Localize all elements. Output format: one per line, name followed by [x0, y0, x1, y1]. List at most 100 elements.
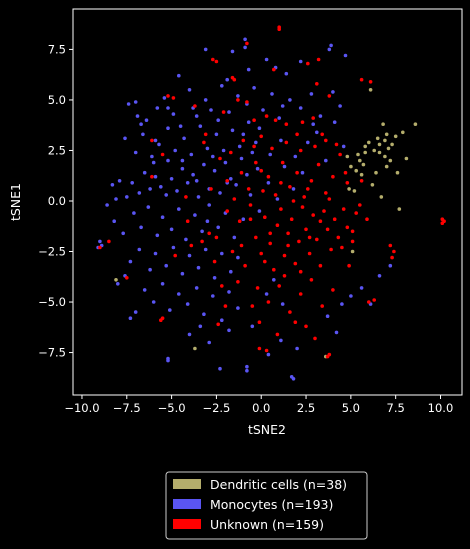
scatter-point: [358, 203, 362, 207]
scatter-point: [236, 255, 240, 260]
scatter-point: [184, 237, 188, 242]
scatter-point: [340, 302, 344, 306]
scatter-point: [121, 231, 125, 236]
scatter-point: [306, 61, 310, 66]
scatter-point: [246, 67, 251, 72]
scatter-point: [320, 132, 325, 137]
scatter-point: [264, 348, 269, 353]
scatter-point: [148, 187, 152, 191]
scatter-point: [300, 120, 305, 124]
scatter-point: [284, 140, 289, 145]
y-tick-label: 2.5: [48, 143, 66, 157]
scatter-point: [151, 300, 156, 304]
scatter-point: [413, 122, 418, 126]
scatter-point: [311, 213, 316, 217]
scatter-point: [187, 332, 192, 337]
y-tick-label: 5.0: [48, 93, 66, 107]
scatter-point: [306, 187, 310, 191]
scatter-point: [295, 170, 299, 175]
scatter-point: [307, 251, 312, 256]
scatter-point: [363, 144, 368, 149]
scatter-point: [367, 300, 371, 304]
scatter-point: [297, 239, 301, 244]
scatter-point: [185, 181, 190, 185]
scatter-point: [200, 239, 204, 244]
scatter-point: [125, 276, 129, 280]
scatter-point: [173, 148, 177, 153]
scatter-point: [390, 255, 394, 260]
scatter-point: [293, 261, 298, 266]
scatter-point: [272, 67, 276, 72]
scatter-point: [221, 110, 226, 114]
scatter-point: [298, 148, 303, 153]
scatter-point: [275, 197, 280, 201]
scatter-point: [266, 352, 271, 357]
scatter-point: [218, 156, 222, 161]
scatter-point: [257, 320, 262, 325]
scatter-point: [295, 132, 299, 137]
scatter-point: [241, 132, 246, 137]
legend-swatch: [173, 499, 201, 509]
scatter-point: [230, 128, 235, 133]
scatter-point: [248, 203, 253, 207]
scatter-point: [313, 336, 317, 341]
scatter-point: [252, 86, 256, 90]
scatter-point: [229, 150, 233, 155]
scatter-point: [341, 144, 346, 149]
scatter-point: [237, 219, 242, 223]
scatter-point: [325, 314, 330, 319]
scatter-point: [177, 73, 181, 78]
scatter-point: [298, 292, 303, 296]
scatter-point: [390, 142, 394, 147]
scatter-point: [298, 59, 303, 64]
scatter-point: [304, 324, 308, 329]
scatter-point: [180, 166, 185, 171]
scatter-point: [384, 132, 389, 137]
scatter-point: [178, 124, 183, 128]
scatter-point: [155, 106, 160, 110]
scatter-point: [243, 37, 247, 42]
scatter-point: [401, 130, 405, 135]
scatter-point: [261, 108, 265, 112]
scatter-point: [203, 247, 208, 252]
scatter-point: [318, 263, 323, 268]
scatter-point: [383, 154, 387, 159]
scatter-point: [189, 243, 194, 248]
scatter-point: [338, 152, 342, 157]
scatter-point: [148, 267, 152, 272]
scatter-point: [151, 160, 156, 165]
scatter-point: [272, 278, 276, 282]
scatter-point: [220, 318, 224, 323]
scatter-point: [175, 189, 179, 193]
scatter-point: [180, 271, 185, 276]
scatter-point: [250, 324, 255, 329]
scatter-point: [245, 172, 249, 177]
scatter-point: [309, 92, 314, 96]
scatter-point: [291, 377, 296, 381]
scatter-point: [209, 187, 213, 191]
scatter-point: [160, 215, 165, 219]
scatter-point: [216, 118, 220, 122]
scatter-point: [275, 332, 280, 337]
scatter-point: [202, 312, 206, 317]
scatter-point: [162, 96, 167, 100]
scatter-point: [239, 243, 244, 248]
scatter-point: [291, 187, 296, 191]
scatter-point: [320, 304, 325, 308]
scatter-point: [257, 126, 262, 130]
scatter-point: [248, 217, 253, 221]
scatter-point: [288, 98, 292, 102]
scatter-point: [207, 203, 211, 207]
scatter-point: [289, 217, 294, 221]
scatter-point: [194, 114, 199, 118]
scatter-point: [284, 71, 289, 76]
legend-swatch: [173, 519, 201, 529]
scatter-point: [211, 154, 215, 159]
scatter-point: [168, 308, 172, 312]
scatter-point: [354, 211, 359, 215]
scatter-point: [191, 172, 195, 177]
x-tick-label: −5.0: [158, 401, 186, 415]
scatter-point: [117, 179, 122, 183]
scatter-point: [177, 207, 181, 211]
x-tick-label: 7.5: [387, 401, 405, 415]
